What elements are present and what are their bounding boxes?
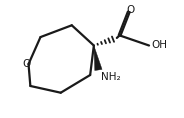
Text: NH₂: NH₂	[101, 72, 120, 82]
Text: OH: OH	[151, 40, 167, 50]
Polygon shape	[94, 46, 102, 71]
Text: O: O	[127, 5, 135, 15]
Text: O: O	[23, 59, 31, 69]
